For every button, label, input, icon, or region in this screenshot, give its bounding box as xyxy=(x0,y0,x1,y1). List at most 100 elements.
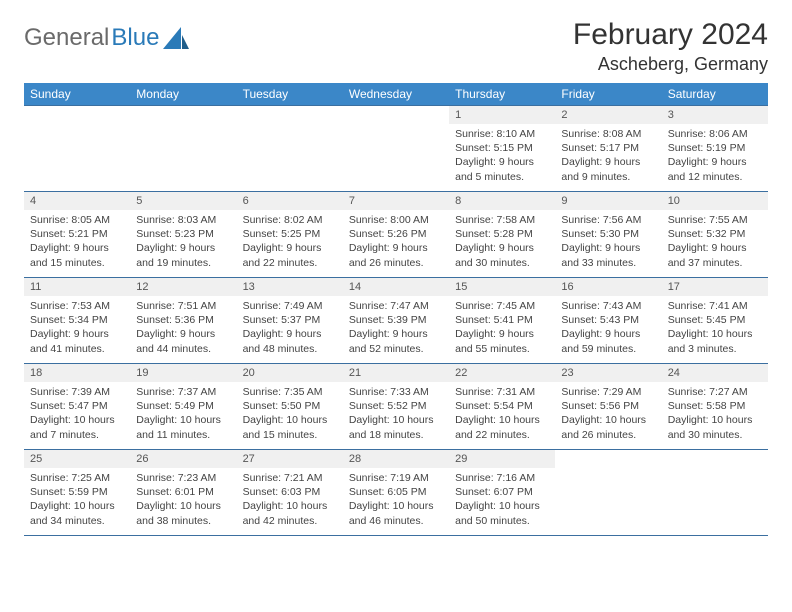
calendar-cell: 10Sunrise: 7:55 AMSunset: 5:32 PMDayligh… xyxy=(662,192,768,278)
calendar-cell: 18Sunrise: 7:39 AMSunset: 5:47 PMDayligh… xyxy=(24,364,130,450)
day-number: 23 xyxy=(555,364,661,382)
day-body: Sunrise: 7:16 AMSunset: 6:07 PMDaylight:… xyxy=(449,468,555,532)
brand-logo: GeneralBlue xyxy=(24,24,189,52)
day-body: Sunrise: 7:53 AMSunset: 5:34 PMDaylight:… xyxy=(24,296,130,360)
weekday-header: Monday xyxy=(130,83,236,106)
title-block: February 2024 Ascheberg, Germany xyxy=(573,18,768,75)
day-number: 27 xyxy=(237,450,343,468)
day-number: 5 xyxy=(130,192,236,210)
calendar-cell: 17Sunrise: 7:41 AMSunset: 5:45 PMDayligh… xyxy=(662,278,768,364)
day-body: Sunrise: 7:47 AMSunset: 5:39 PMDaylight:… xyxy=(343,296,449,360)
calendar-cell: 26Sunrise: 7:23 AMSunset: 6:01 PMDayligh… xyxy=(130,450,236,536)
calendar-cell: 24Sunrise: 7:27 AMSunset: 5:58 PMDayligh… xyxy=(662,364,768,450)
weekday-header: Sunday xyxy=(24,83,130,106)
calendar-cell: 27Sunrise: 7:21 AMSunset: 6:03 PMDayligh… xyxy=(237,450,343,536)
calendar-cell: 16Sunrise: 7:43 AMSunset: 5:43 PMDayligh… xyxy=(555,278,661,364)
day-number: 18 xyxy=(24,364,130,382)
calendar-cell xyxy=(130,106,236,192)
day-body: Sunrise: 7:49 AMSunset: 5:37 PMDaylight:… xyxy=(237,296,343,360)
day-body: Sunrise: 7:37 AMSunset: 5:49 PMDaylight:… xyxy=(130,382,236,446)
day-body: Sunrise: 7:56 AMSunset: 5:30 PMDaylight:… xyxy=(555,210,661,274)
day-number: 13 xyxy=(237,278,343,296)
day-number: 1 xyxy=(449,106,555,124)
weekday-header: Tuesday xyxy=(237,83,343,106)
calendar-cell xyxy=(237,106,343,192)
calendar-cell: 28Sunrise: 7:19 AMSunset: 6:05 PMDayligh… xyxy=(343,450,449,536)
calendar-cell: 1Sunrise: 8:10 AMSunset: 5:15 PMDaylight… xyxy=(449,106,555,192)
calendar-cell: 21Sunrise: 7:33 AMSunset: 5:52 PMDayligh… xyxy=(343,364,449,450)
header: GeneralBlue February 2024 Ascheberg, Ger… xyxy=(24,18,768,75)
day-body: Sunrise: 7:55 AMSunset: 5:32 PMDaylight:… xyxy=(662,210,768,274)
day-body: Sunrise: 7:51 AMSunset: 5:36 PMDaylight:… xyxy=(130,296,236,360)
day-body: Sunrise: 7:58 AMSunset: 5:28 PMDaylight:… xyxy=(449,210,555,274)
calendar-cell: 29Sunrise: 7:16 AMSunset: 6:07 PMDayligh… xyxy=(449,450,555,536)
calendar-cell: 3Sunrise: 8:06 AMSunset: 5:19 PMDaylight… xyxy=(662,106,768,192)
calendar-cell: 11Sunrise: 7:53 AMSunset: 5:34 PMDayligh… xyxy=(24,278,130,364)
day-number: 6 xyxy=(237,192,343,210)
day-body: Sunrise: 8:06 AMSunset: 5:19 PMDaylight:… xyxy=(662,124,768,188)
day-body: Sunrise: 8:00 AMSunset: 5:26 PMDaylight:… xyxy=(343,210,449,274)
day-body: Sunrise: 7:41 AMSunset: 5:45 PMDaylight:… xyxy=(662,296,768,360)
weekday-header: Saturday xyxy=(662,83,768,106)
day-number: 20 xyxy=(237,364,343,382)
day-body: Sunrise: 8:05 AMSunset: 5:21 PMDaylight:… xyxy=(24,210,130,274)
day-body: Sunrise: 8:02 AMSunset: 5:25 PMDaylight:… xyxy=(237,210,343,274)
calendar-cell: 23Sunrise: 7:29 AMSunset: 5:56 PMDayligh… xyxy=(555,364,661,450)
day-number: 19 xyxy=(130,364,236,382)
day-number: 24 xyxy=(662,364,768,382)
day-number: 10 xyxy=(662,192,768,210)
day-number: 17 xyxy=(662,278,768,296)
day-number: 22 xyxy=(449,364,555,382)
day-body: Sunrise: 7:23 AMSunset: 6:01 PMDaylight:… xyxy=(130,468,236,532)
day-body: Sunrise: 7:31 AMSunset: 5:54 PMDaylight:… xyxy=(449,382,555,446)
day-body: Sunrise: 7:35 AMSunset: 5:50 PMDaylight:… xyxy=(237,382,343,446)
calendar-row: 1Sunrise: 8:10 AMSunset: 5:15 PMDaylight… xyxy=(24,106,768,192)
calendar-cell: 15Sunrise: 7:45 AMSunset: 5:41 PMDayligh… xyxy=(449,278,555,364)
day-body: Sunrise: 7:27 AMSunset: 5:58 PMDaylight:… xyxy=(662,382,768,446)
month-title: February 2024 xyxy=(573,18,768,52)
day-body: Sunrise: 7:45 AMSunset: 5:41 PMDaylight:… xyxy=(449,296,555,360)
day-number: 15 xyxy=(449,278,555,296)
calendar-cell: 6Sunrise: 8:02 AMSunset: 5:25 PMDaylight… xyxy=(237,192,343,278)
day-body: Sunrise: 7:39 AMSunset: 5:47 PMDaylight:… xyxy=(24,382,130,446)
weekday-header: Friday xyxy=(555,83,661,106)
calendar-cell: 4Sunrise: 8:05 AMSunset: 5:21 PMDaylight… xyxy=(24,192,130,278)
calendar-cell: 14Sunrise: 7:47 AMSunset: 5:39 PMDayligh… xyxy=(343,278,449,364)
day-number: 7 xyxy=(343,192,449,210)
calendar-table: Sunday Monday Tuesday Wednesday Thursday… xyxy=(24,83,768,536)
day-number: 3 xyxy=(662,106,768,124)
day-number: 21 xyxy=(343,364,449,382)
day-number: 12 xyxy=(130,278,236,296)
day-number: 14 xyxy=(343,278,449,296)
calendar-cell: 20Sunrise: 7:35 AMSunset: 5:50 PMDayligh… xyxy=(237,364,343,450)
calendar-cell xyxy=(343,106,449,192)
day-body: Sunrise: 7:29 AMSunset: 5:56 PMDaylight:… xyxy=(555,382,661,446)
calendar-cell: 19Sunrise: 7:37 AMSunset: 5:49 PMDayligh… xyxy=(130,364,236,450)
calendar-row: 4Sunrise: 8:05 AMSunset: 5:21 PMDaylight… xyxy=(24,192,768,278)
brand-part2: Blue xyxy=(111,24,159,52)
day-body: Sunrise: 7:21 AMSunset: 6:03 PMDaylight:… xyxy=(237,468,343,532)
day-number: 11 xyxy=(24,278,130,296)
calendar-cell: 7Sunrise: 8:00 AMSunset: 5:26 PMDaylight… xyxy=(343,192,449,278)
calendar-cell xyxy=(662,450,768,536)
calendar-cell: 25Sunrise: 7:25 AMSunset: 5:59 PMDayligh… xyxy=(24,450,130,536)
day-number: 29 xyxy=(449,450,555,468)
calendar-cell: 22Sunrise: 7:31 AMSunset: 5:54 PMDayligh… xyxy=(449,364,555,450)
day-number: 8 xyxy=(449,192,555,210)
calendar-row: 18Sunrise: 7:39 AMSunset: 5:47 PMDayligh… xyxy=(24,364,768,450)
day-body: Sunrise: 7:33 AMSunset: 5:52 PMDaylight:… xyxy=(343,382,449,446)
calendar-cell: 12Sunrise: 7:51 AMSunset: 5:36 PMDayligh… xyxy=(130,278,236,364)
calendar-cell xyxy=(24,106,130,192)
day-body: Sunrise: 8:03 AMSunset: 5:23 PMDaylight:… xyxy=(130,210,236,274)
day-number: 25 xyxy=(24,450,130,468)
day-body: Sunrise: 7:43 AMSunset: 5:43 PMDaylight:… xyxy=(555,296,661,360)
calendar-cell: 13Sunrise: 7:49 AMSunset: 5:37 PMDayligh… xyxy=(237,278,343,364)
calendar-cell: 8Sunrise: 7:58 AMSunset: 5:28 PMDaylight… xyxy=(449,192,555,278)
calendar-cell: 5Sunrise: 8:03 AMSunset: 5:23 PMDaylight… xyxy=(130,192,236,278)
day-number: 4 xyxy=(24,192,130,210)
brand-part1: General xyxy=(24,24,109,52)
day-body: Sunrise: 8:10 AMSunset: 5:15 PMDaylight:… xyxy=(449,124,555,188)
day-number: 28 xyxy=(343,450,449,468)
day-number: 2 xyxy=(555,106,661,124)
day-body: Sunrise: 7:19 AMSunset: 6:05 PMDaylight:… xyxy=(343,468,449,532)
